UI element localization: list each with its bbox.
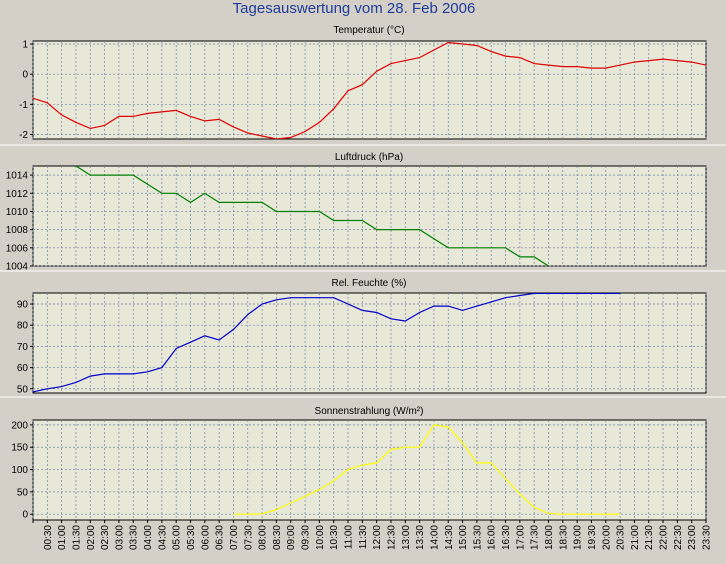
x-tick-label: 21:00: [630, 525, 641, 550]
x-tick-label: 06:30: [215, 525, 226, 550]
x-tick-label: 15:00: [458, 525, 469, 550]
data-line: [33, 293, 621, 393]
x-tick-label: 03:30: [129, 525, 140, 550]
x-tick-label: 05:30: [186, 525, 197, 550]
y-tick-label: 100: [11, 465, 28, 476]
x-tick-label: 11:30: [358, 525, 369, 550]
panel-title: Sonnenstrahlung (W/m²): [315, 406, 424, 417]
y-tick-label: 1008: [6, 225, 29, 236]
x-tick-label: 13:00: [401, 525, 412, 550]
plot-area: [32, 165, 707, 267]
x-tick-label: 18:30: [558, 525, 569, 550]
y-tick-label: 1: [22, 40, 28, 51]
x-tick-label: 13:30: [415, 525, 426, 550]
panel-title: Rel. Feuchte (%): [331, 278, 406, 289]
y-tick-label: 90: [17, 300, 29, 311]
y-tick-label: -2: [19, 130, 28, 141]
y-tick-label: 0: [22, 510, 28, 521]
x-tick-label: 03:00: [114, 525, 125, 550]
x-tick-label: 07:00: [229, 525, 240, 550]
x-tick-label: 01:30: [71, 525, 82, 550]
x-tick-label: 16:30: [501, 525, 512, 550]
x-tick-label: 09:30: [301, 525, 312, 550]
x-tick-label: 14:30: [444, 525, 455, 550]
x-tick-label: 10:30: [329, 525, 340, 550]
x-tick-label: 09:00: [286, 525, 297, 550]
x-tick-label: 05:00: [172, 525, 183, 550]
y-tick-label: 200: [11, 420, 28, 431]
x-tick-label: 20:30: [616, 525, 627, 550]
chart-title: Tagesauswertung vom 28. Feb 2006: [233, 0, 476, 17]
y-tick-label: 1014: [6, 171, 29, 182]
x-tick-label: 22:30: [673, 525, 684, 550]
plot-area: [32, 292, 707, 394]
x-tick-label: 01:00: [57, 525, 68, 550]
x-tick-label: 12:30: [386, 525, 397, 550]
x-tick-label: 14:00: [429, 525, 440, 550]
y-tick-label: 70: [17, 342, 29, 353]
y-tick-label: 0: [22, 70, 28, 81]
plot-area: [32, 40, 707, 140]
x-tick-label: 23:30: [702, 525, 713, 550]
panel-title: Temperatur (°C): [333, 25, 404, 36]
x-tick-label: 17:30: [530, 525, 541, 550]
x-tick-label: 15:30: [472, 525, 483, 550]
y-tick-label: 150: [11, 443, 28, 454]
x-tick-label: 22:00: [659, 525, 670, 550]
x-tick-label: 12:00: [372, 525, 383, 550]
y-tick-label: 1012: [6, 189, 29, 200]
y-tick-label: -1: [19, 100, 28, 111]
y-tick-label: 50: [17, 487, 29, 498]
x-tick-label: 19:00: [573, 525, 584, 550]
panel-title: Luftdruck (hPa): [335, 152, 403, 163]
x-tick-label: 19:30: [587, 525, 598, 550]
x-tick-label: 11:00: [344, 525, 355, 550]
x-tick-label: 18:00: [544, 525, 555, 550]
x-tick-label: 21:30: [644, 525, 655, 550]
x-tick-label: 17:00: [515, 525, 526, 550]
plot-area: [32, 419, 707, 521]
data-line: [33, 41, 706, 139]
y-tick-label: 1010: [6, 207, 29, 218]
y-tick-label: 1006: [6, 243, 29, 254]
y-tick-label: 1004: [6, 262, 29, 273]
x-tick-label: 16:00: [487, 525, 498, 550]
y-tick-label: 50: [17, 384, 29, 395]
x-tick-label: 20:00: [601, 525, 612, 550]
x-tick-label: 08:00: [258, 525, 269, 550]
x-tick-label: 10:00: [315, 525, 326, 550]
data-line: [233, 424, 621, 515]
y-tick-label: 80: [17, 321, 29, 332]
y-tick-label: 60: [17, 363, 29, 374]
x-tick-label: 06:00: [200, 525, 211, 550]
x-tick-label: 04:30: [157, 525, 168, 550]
x-tick-label: 08:30: [272, 525, 283, 550]
x-tick-label: 02:00: [86, 525, 97, 550]
x-tick-label: 02:30: [100, 525, 111, 550]
x-tick-label: 23:00: [687, 525, 698, 550]
x-tick-label: 07:30: [243, 525, 254, 550]
data-line: [75, 166, 549, 266]
x-tick-label: 00:30: [43, 525, 54, 550]
x-tick-label: 04:00: [143, 525, 154, 550]
